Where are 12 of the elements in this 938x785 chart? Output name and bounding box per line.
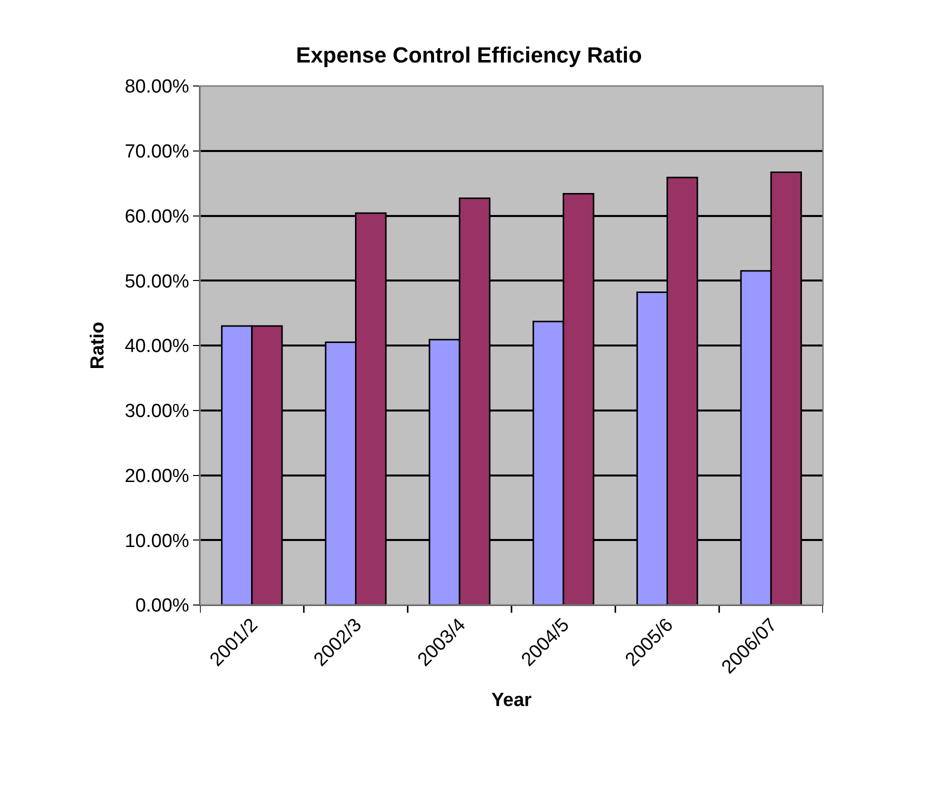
y-tick-label: 40.00%	[124, 336, 190, 358]
y-axis-title: Ratio	[88, 322, 109, 370]
x-axis-title: Year	[491, 690, 532, 711]
y-tick-label: 20.00%	[124, 466, 190, 487]
y-tick-label: 50.00%	[124, 271, 190, 292]
y-tick-label: 80.00%	[124, 76, 190, 98]
y-tick-label: 60.00%	[124, 206, 190, 228]
y-tick-label: 10.00%	[124, 530, 190, 552]
y-tick-label: 70.00%	[124, 142, 190, 163]
chart-title: Expense Control Efficiency Ratio	[296, 42, 642, 68]
y-tick-label: 0.00%	[135, 596, 190, 617]
y-tick-label: 30.00%	[124, 401, 190, 422]
